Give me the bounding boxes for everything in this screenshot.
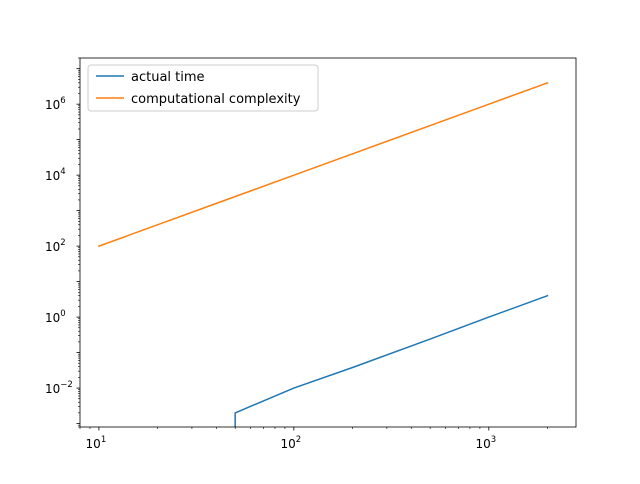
y-tick-label-exponent: 2 bbox=[60, 238, 65, 248]
series-layer bbox=[97, 81, 549, 427]
y-tick-label-exponent: −2 bbox=[60, 380, 73, 390]
y-tick-label-exponent: 6 bbox=[60, 96, 65, 106]
y-tick-label-exponent: 0 bbox=[60, 309, 65, 319]
series-line-computational-complexity bbox=[97, 81, 549, 248]
x-tick-label-exponent: 2 bbox=[296, 435, 301, 445]
x-tick-label-exponent: 3 bbox=[491, 435, 496, 445]
x-tick-label-exponent: 1 bbox=[101, 435, 106, 445]
legend: actual time computational complexity bbox=[87, 64, 319, 112]
legend-frame bbox=[87, 64, 319, 112]
legend-label-computational-complexity: computational complexity bbox=[131, 92, 301, 107]
plot-area-frame bbox=[79, 57, 577, 428]
y-tick-label-exponent: 4 bbox=[60, 167, 65, 177]
series-line-actual-time bbox=[234, 294, 549, 427]
legend-label-actual-time: actual time bbox=[131, 70, 205, 85]
